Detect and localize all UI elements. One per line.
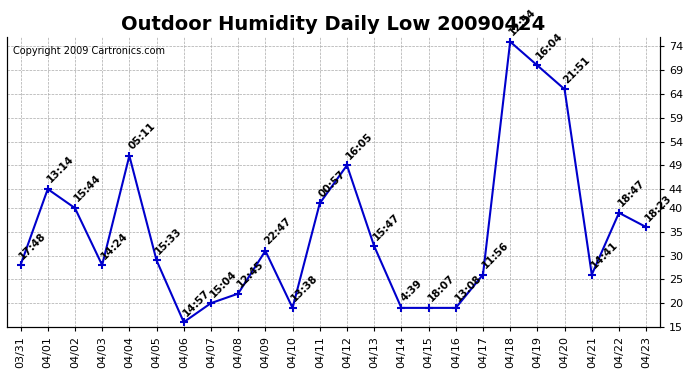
Text: 16:05: 16:05: [344, 130, 375, 161]
Text: 14:57: 14:57: [181, 287, 212, 318]
Text: 14:24: 14:24: [99, 230, 130, 261]
Text: 18:47: 18:47: [616, 178, 647, 209]
Text: Copyright 2009 Cartronics.com: Copyright 2009 Cartronics.com: [14, 46, 166, 56]
Text: 15:33: 15:33: [154, 226, 184, 256]
Text: 14:41: 14:41: [589, 240, 620, 270]
Text: 22:47: 22:47: [262, 216, 293, 247]
Text: 4:39: 4:39: [398, 278, 424, 304]
Title: Outdoor Humidity Daily Low 20090424: Outdoor Humidity Daily Low 20090424: [121, 15, 546, 34]
Text: 15:47: 15:47: [371, 211, 402, 242]
Text: 16:04: 16:04: [535, 31, 565, 61]
Text: 21:51: 21:51: [562, 55, 592, 85]
Text: 05:11: 05:11: [126, 121, 157, 152]
Text: 13:08: 13:08: [453, 273, 484, 304]
Text: 18:23: 18:23: [643, 192, 673, 223]
Text: 12:54: 12:54: [507, 7, 538, 38]
Text: 12:45: 12:45: [235, 259, 266, 290]
Text: 00:57: 00:57: [317, 169, 348, 199]
Text: 13:14: 13:14: [45, 154, 75, 185]
Text: 13:38: 13:38: [290, 273, 320, 304]
Text: 11:56: 11:56: [480, 240, 511, 270]
Text: 18:07: 18:07: [426, 273, 456, 304]
Text: 15:44: 15:44: [72, 173, 103, 204]
Text: 15:04: 15:04: [208, 268, 239, 299]
Text: 17:48: 17:48: [18, 230, 48, 261]
